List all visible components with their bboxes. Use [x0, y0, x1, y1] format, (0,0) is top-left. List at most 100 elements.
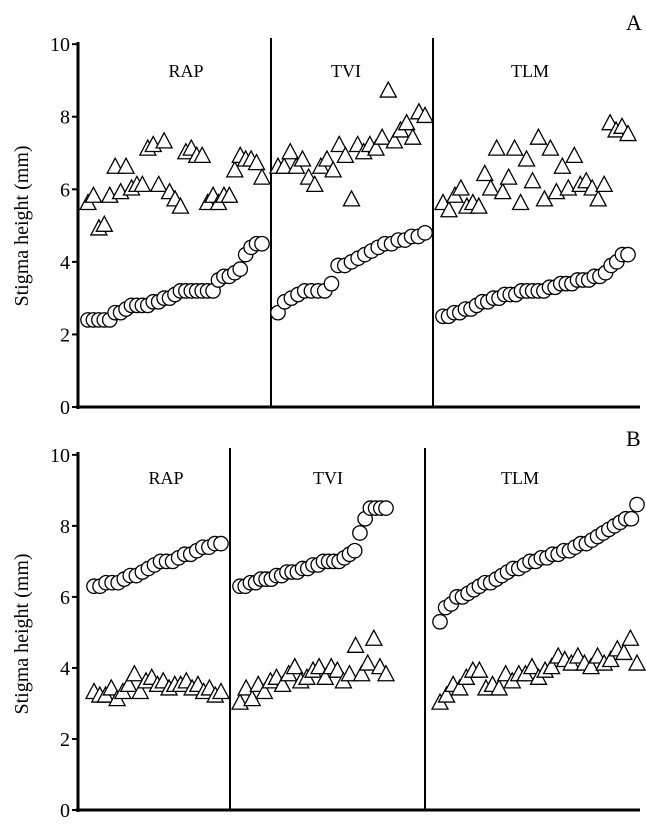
circle-point [623, 510, 640, 527]
y-axis-label: Stigma height (mm) [11, 553, 33, 714]
circle-point [323, 275, 340, 292]
triangle-point [522, 657, 542, 675]
triangle-point [305, 174, 324, 193]
triangle-point [475, 164, 494, 182]
panel-a: A Stigma height (mm) 0 2 4 6 8 10 RAP TVI TLM [11, 10, 642, 419]
circle-point [378, 500, 394, 516]
triangle-point [225, 160, 244, 178]
circle-point [620, 246, 636, 263]
triangle-point [342, 189, 361, 207]
circle-point [254, 235, 270, 252]
triangle-point [450, 678, 469, 696]
triangle-point [470, 660, 489, 678]
y-tick-label: 8 [60, 107, 70, 129]
triangle-point [193, 145, 212, 164]
triangle-point [565, 145, 584, 164]
triangle-point [403, 127, 422, 145]
circle-point [346, 542, 363, 559]
y-tick-label: 0 [60, 397, 70, 419]
triangle-point [330, 135, 349, 153]
triangle-point [439, 200, 459, 218]
triangle-point [595, 174, 614, 193]
triangle-point [273, 675, 292, 693]
triangle-point [523, 171, 542, 189]
triangle-point [255, 682, 274, 700]
circle-point [432, 613, 448, 630]
circle-point [417, 224, 433, 241]
triangle-point [125, 664, 144, 682]
triangle-point [627, 653, 646, 671]
triangle-point [529, 127, 548, 145]
triangle-point [171, 196, 190, 214]
triangle-point [95, 214, 114, 232]
triangle-point [281, 142, 300, 160]
triangle-point [275, 156, 294, 174]
panel-b: B Stigma height (mm) 0 2 4 6 8 10 RAP TVI TLM [11, 426, 646, 822]
triangle-point [469, 196, 488, 214]
triangle-point [252, 167, 272, 185]
y-tick-label: 10 [50, 445, 70, 467]
triangle-point [415, 106, 435, 124]
triangle-point [621, 628, 640, 646]
triangle-point [589, 189, 608, 207]
triangle-point [614, 643, 633, 661]
triangle-point [119, 675, 138, 693]
triangle-point [346, 635, 365, 653]
triangle-point [116, 156, 136, 174]
triangle-point [336, 145, 355, 164]
triangle-point [511, 193, 530, 211]
triangle-point [131, 682, 150, 700]
triangle-point [376, 664, 396, 682]
triangle-point [553, 156, 572, 174]
triangle-point [149, 174, 168, 193]
y-tick-label: 4 [60, 252, 70, 274]
y-tick-label: 0 [60, 800, 70, 822]
triangle-point [397, 113, 416, 131]
triangle-point [499, 167, 518, 185]
triangle-point [366, 138, 386, 156]
triangle-point [487, 138, 506, 156]
triangle-point [211, 682, 231, 700]
y-axis-label: Stigma height (mm) [11, 145, 33, 306]
triangle-point [364, 628, 383, 646]
triangle-point [340, 664, 359, 682]
triangle-point [324, 160, 343, 178]
panel-letter: B [626, 426, 641, 451]
triangle-point [352, 664, 371, 682]
triangle-point [601, 650, 620, 668]
y-tick-label: 8 [60, 516, 70, 538]
triangle-point [517, 149, 536, 167]
triangle-point [155, 131, 174, 149]
triangle-point [541, 138, 560, 156]
y-tick-label: 10 [50, 34, 70, 56]
y-tick-label: 2 [60, 729, 70, 751]
panel-letter: A [626, 10, 642, 35]
triangle-point [481, 178, 500, 196]
group-label-tvi: TVI [331, 61, 361, 81]
triangle-point [490, 678, 509, 696]
triangle-point [133, 174, 152, 193]
triangle-point [317, 149, 337, 167]
triangle-point [581, 657, 601, 675]
triangle-point [385, 131, 404, 149]
triangle-point [106, 156, 125, 174]
triangle-point [493, 182, 512, 200]
triangle-point [247, 153, 266, 171]
y-tick-label: 6 [60, 179, 70, 201]
triangle-point [542, 657, 561, 675]
triangle-point [220, 185, 239, 203]
triangle-point [379, 80, 398, 98]
triangle-point [102, 678, 121, 696]
triangle-point [285, 657, 304, 675]
triangle-point [328, 660, 347, 678]
circle-point [213, 535, 229, 552]
y-tick-label: 4 [60, 658, 70, 680]
group-label-rap: RAP [168, 61, 203, 81]
group-label-rap: RAP [148, 468, 183, 488]
group-label-tvi: TVI [313, 468, 343, 488]
circle-point [232, 261, 249, 277]
y-tick-label: 6 [60, 587, 70, 609]
group-label-tlm: TLM [501, 468, 539, 488]
triangle-point [618, 124, 638, 142]
